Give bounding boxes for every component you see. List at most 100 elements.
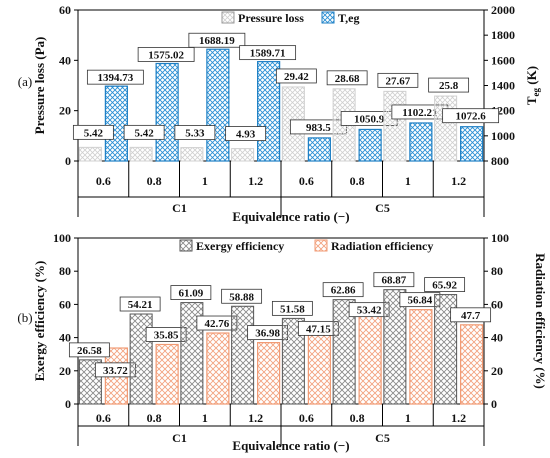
- left-tick-label: 60: [59, 3, 71, 17]
- bar-series1: [307, 137, 331, 162]
- right-tick-label: 20: [491, 364, 503, 378]
- data-label-box: [424, 277, 466, 292]
- panel-label: (b): [17, 310, 32, 325]
- left-tick-label: 80: [59, 264, 71, 278]
- right-tick-label: 60: [491, 297, 503, 311]
- legend-label: T,eg: [338, 11, 359, 25]
- chart-panel-0: 02040608001000120014001600180020005.4213…: [18, 3, 541, 224]
- group-label: C5: [375, 431, 390, 445]
- data-label-series0: 5.33: [185, 128, 205, 140]
- bar-series0: [231, 148, 255, 162]
- bar-series1: [358, 128, 382, 162]
- group-label: C5: [375, 201, 390, 215]
- category-label: 1.2: [451, 411, 466, 425]
- bar-series1: [155, 343, 179, 405]
- data-label-series1: 35.85: [154, 329, 179, 341]
- data-label-series0: 5.42: [84, 127, 104, 139]
- bar-series1: [409, 122, 433, 162]
- y-axis-label-left: Pressure loss (Pa): [32, 37, 47, 135]
- data-label-series1: 983.5: [306, 122, 331, 134]
- right-tick-label: 2000: [491, 3, 515, 17]
- left-tick-label: 40: [59, 331, 71, 345]
- data-label-series0: 65.92: [432, 280, 457, 292]
- data-label-box: [428, 77, 470, 93]
- data-label-box: [326, 70, 368, 86]
- data-label-series0: 28.68: [335, 73, 360, 85]
- y-axis-label-right: Radiation efficiency (%): [533, 253, 548, 389]
- data-label-series1: 47.15: [306, 323, 331, 335]
- data-label-box: [188, 32, 246, 48]
- right-tick-label: 1400: [491, 79, 515, 93]
- left-tick-label: 20: [59, 364, 71, 378]
- category-label: 1: [405, 411, 411, 425]
- legend-label: Radiation efficiency: [331, 239, 433, 253]
- data-label-box: [174, 125, 216, 140]
- bar-series1: [104, 85, 128, 162]
- bar-series1: [257, 342, 281, 405]
- data-label-box: [119, 296, 161, 312]
- data-label-box: [225, 126, 267, 141]
- category-label: 1: [202, 411, 208, 425]
- bar-series1: [307, 325, 331, 405]
- data-label-series0: 61.09: [179, 288, 204, 300]
- y-label-right-main: T: [524, 96, 539, 105]
- category-label: 1.2: [451, 174, 466, 188]
- data-label-series1: 42.76: [205, 318, 230, 330]
- left-tick-label: 0: [65, 397, 71, 411]
- data-label-series1: 1575.02: [148, 49, 184, 61]
- bar-series1: [460, 126, 484, 162]
- bar-series0: [129, 146, 153, 162]
- data-label-box: [72, 124, 114, 140]
- data-label-series0: 25.8: [439, 80, 459, 92]
- category-label: 1: [405, 174, 411, 188]
- data-label-box: [68, 342, 110, 358]
- category-label: 0.6: [299, 174, 314, 188]
- y-axis-label-left: Exergy efficiency (%): [32, 261, 47, 382]
- bar-series0: [180, 147, 204, 162]
- bar-series0: [434, 95, 458, 162]
- data-label-series0: 68.87: [382, 275, 407, 287]
- right-tick-label: 40: [491, 331, 503, 345]
- data-label-series1: 33.72: [103, 365, 128, 377]
- bar-series1: [358, 314, 382, 405]
- bar-series1: [409, 309, 433, 405]
- category-label: 0.6: [299, 411, 314, 425]
- right-tick-label: 800: [491, 154, 509, 168]
- data-label-box: [275, 68, 317, 84]
- data-label-series0: 54.21: [128, 299, 153, 311]
- right-tick-label: 1800: [491, 28, 515, 42]
- data-label-box: [373, 272, 415, 288]
- y-label-right-sub: eg: [531, 87, 541, 96]
- left-tick-label: 60: [59, 297, 71, 311]
- bar-series1: [155, 62, 179, 162]
- data-label-series0: 4.93: [236, 129, 256, 141]
- legend-swatch: [321, 11, 335, 24]
- bar-series1: [460, 324, 484, 405]
- data-label-box: [377, 72, 419, 88]
- data-label-series1: 36.98: [255, 328, 280, 340]
- category-label: 0.6: [96, 174, 111, 188]
- data-label-series1: 1589.71: [250, 48, 286, 60]
- legend-swatch: [179, 239, 193, 252]
- data-label-box: [170, 285, 212, 300]
- x-axis-label: Equivalence ratio (−): [232, 209, 349, 224]
- data-label-series1: 47.7: [461, 310, 481, 322]
- data-label-box: [221, 288, 263, 304]
- data-label-series0: 5.42: [135, 127, 155, 139]
- bar-series0: [383, 289, 407, 405]
- legend-swatch: [221, 11, 235, 24]
- bar-series0: [383, 90, 407, 162]
- data-label-series1: 1072.6: [456, 111, 487, 123]
- group-label: C1: [172, 201, 187, 215]
- y-label-right-unit: (K): [524, 66, 539, 88]
- left-tick-label: 100: [53, 231, 71, 245]
- data-label-series0: 58.88: [229, 291, 254, 303]
- data-label-box: [239, 45, 297, 61]
- bar-series0: [78, 146, 102, 162]
- data-label-series0: 62.86: [331, 285, 356, 297]
- data-label-series0: 27.67: [386, 75, 411, 87]
- data-label-series1: 1102.21: [402, 107, 437, 119]
- data-label-box: [86, 69, 144, 85]
